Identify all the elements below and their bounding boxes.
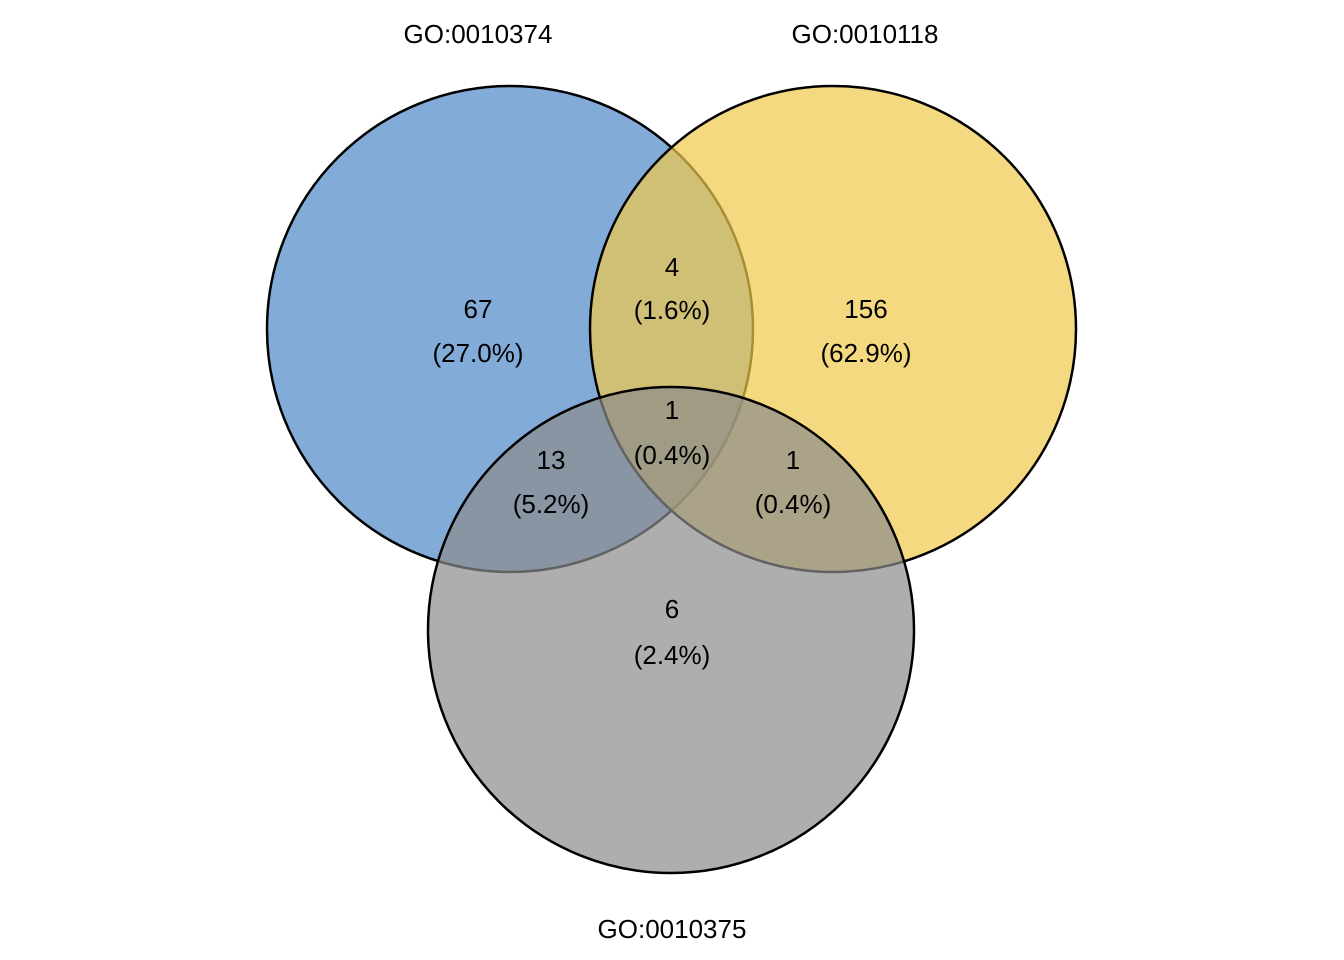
- set-label-c: GO:0010375: [598, 914, 747, 944]
- region-a-only-count: 67: [464, 294, 493, 324]
- region-abc-percent: (0.4%): [634, 440, 711, 470]
- region-ab-percent: (1.6%): [634, 295, 711, 325]
- region-c-only-percent: (2.4%): [634, 640, 711, 670]
- region-bc-percent: (0.4%): [755, 489, 832, 519]
- region-b-only-percent: (62.9%): [820, 338, 911, 368]
- region-ac-percent: (5.2%): [513, 489, 590, 519]
- set-label-b: GO:0010118: [792, 19, 939, 49]
- region-bc-count: 1: [786, 445, 800, 475]
- region-ac-count: 13: [537, 445, 566, 475]
- region-a-only-percent: (27.0%): [432, 338, 523, 368]
- region-ab-count: 4: [665, 252, 679, 282]
- set-label-a: GO:0010374: [404, 19, 553, 49]
- region-c-only-count: 6: [665, 594, 679, 624]
- set-circle-go0010375: [426, 385, 916, 875]
- region-b-only-count: 156: [844, 294, 887, 324]
- region-abc-count: 1: [665, 395, 679, 425]
